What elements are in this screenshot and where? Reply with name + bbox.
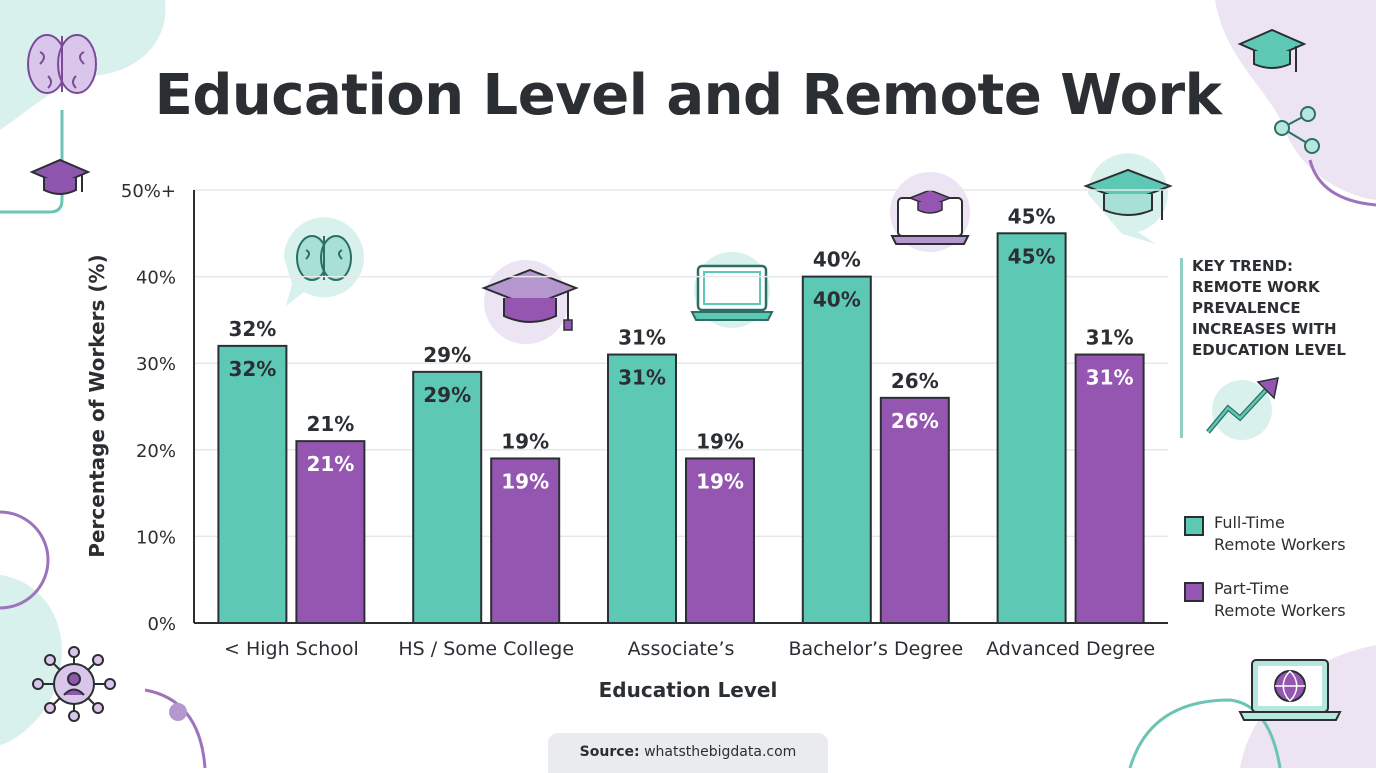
key-trend-divider [1180, 258, 1183, 438]
legend-swatch-full-time [1184, 516, 1204, 536]
bar-value-label: 19% [501, 429, 549, 453]
page-title: Education Level and Remote Work [154, 63, 1222, 128]
laptop-icon [890, 172, 970, 252]
legend-swatch-part-time [1184, 582, 1204, 602]
chart-legend: Full-Time Remote Workers Part-Time Remot… [1184, 512, 1374, 644]
bar-inner-label: 21% [306, 452, 354, 476]
brain-icon [27, 34, 97, 94]
x-tick-label: Associate’s [628, 638, 735, 660]
source-badge: Source: whatsthebigdata.com [548, 733, 828, 773]
legend-label-line: Remote Workers [1214, 601, 1346, 620]
legend-label-full-time: Full-Time Remote Workers [1214, 512, 1374, 556]
bar-full-time [607, 353, 677, 624]
legend-label-line: Part-Time [1214, 579, 1290, 598]
bar-part-time [490, 457, 561, 624]
legend-label-line: Full-Time [1214, 513, 1285, 532]
bar-value-label: 40% [813, 248, 861, 272]
connector-dot [169, 703, 187, 721]
y-tick-label: 40% [136, 268, 176, 289]
source-label: Source: [579, 744, 640, 760]
bar-value-label: 21% [306, 412, 354, 436]
y-tick-label: 0% [147, 614, 176, 635]
bar-value-label: 31% [1086, 326, 1134, 350]
bar-full-time [801, 275, 872, 624]
legend-item-full-time: Full-Time Remote Workers [1184, 512, 1374, 564]
bar-inner-label: 40% [813, 288, 861, 312]
connector-arc-bottom-right [1128, 698, 1282, 768]
legend-label-part-time: Part-Time Remote Workers [1214, 578, 1374, 622]
source-value: whatsthebigdata.com [644, 744, 797, 760]
x-tick-label: HS / Some College [398, 638, 574, 660]
bar-inner-label: 19% [501, 469, 549, 493]
graduation-cap-icon [1237, 28, 1307, 72]
legend-item-part-time: Part-Time Remote Workers [1184, 578, 1374, 630]
key-trend-line: INCREASES WITH [1192, 320, 1337, 338]
bar-value-label: 31% [618, 326, 666, 350]
y-tick-label: 50%+ [121, 181, 176, 202]
bar-inner-label: 45% [1008, 244, 1056, 268]
bar-part-time [685, 457, 755, 624]
network-icon [1274, 106, 1320, 154]
x-axis-title: Education Level [599, 678, 778, 702]
bar-part-time [1074, 353, 1145, 624]
bar-inner-label: 19% [696, 469, 744, 493]
key-trend-line: REMOTE WORK [1192, 278, 1320, 296]
bar-part-time [295, 440, 366, 625]
connector-arc-left [0, 510, 50, 610]
bar-inner-label: 32% [228, 357, 276, 381]
key-trend-callout: KEY TREND: REMOTE WORK PREVALENCE INCREA… [1192, 256, 1368, 361]
bar-value-label: 19% [696, 429, 744, 453]
bar-inner-label: 31% [618, 366, 666, 390]
bar-full-time [996, 232, 1067, 625]
bar-value-label: 29% [423, 343, 471, 367]
bar-value-label: 45% [1008, 204, 1056, 228]
chart-decoration-icons [283, 153, 1173, 344]
key-trend-line: EDUCATION LEVEL [1192, 341, 1346, 359]
bar-inner-label: 31% [1086, 366, 1134, 390]
bar-inner-label: 26% [891, 409, 939, 433]
graduation-cap-icon [1083, 153, 1173, 244]
bar-full-time [217, 344, 288, 624]
y-axis-title: Percentage of Workers (%) [85, 254, 109, 557]
network-icon [32, 646, 116, 722]
graduation-cap-icon [29, 158, 91, 195]
bar-full-time [412, 370, 483, 624]
x-tick-label: Advanced Degree [986, 638, 1155, 660]
legend-label-line: Remote Workers [1214, 535, 1346, 554]
bar-value-label: 32% [228, 317, 276, 341]
y-tick-label: 10% [136, 527, 176, 548]
bar-value-label: 26% [891, 369, 939, 393]
corner-blob-bottom-left [0, 575, 62, 745]
x-tick-label: < High School [224, 638, 359, 660]
bar-part-time [879, 396, 950, 624]
y-tick-label: 20% [136, 441, 176, 462]
bar-inner-label: 29% [423, 383, 471, 407]
brain-icon [283, 217, 364, 306]
key-trend-line: KEY TREND: [1192, 257, 1293, 275]
graduation-cap-icon [481, 260, 579, 344]
connector-line-left [0, 110, 64, 214]
y-tick-label: 30% [136, 354, 176, 375]
x-tick-label: Bachelor’s Degree [788, 638, 963, 660]
laptop-icon [690, 252, 774, 328]
trend-arrow-icon [1206, 377, 1279, 440]
connector-arc-bottom [144, 688, 207, 768]
connector-arc-right [1308, 159, 1376, 207]
key-trend-line: PREVALENCE [1192, 299, 1301, 317]
globe-laptop-icon [1238, 659, 1342, 721]
